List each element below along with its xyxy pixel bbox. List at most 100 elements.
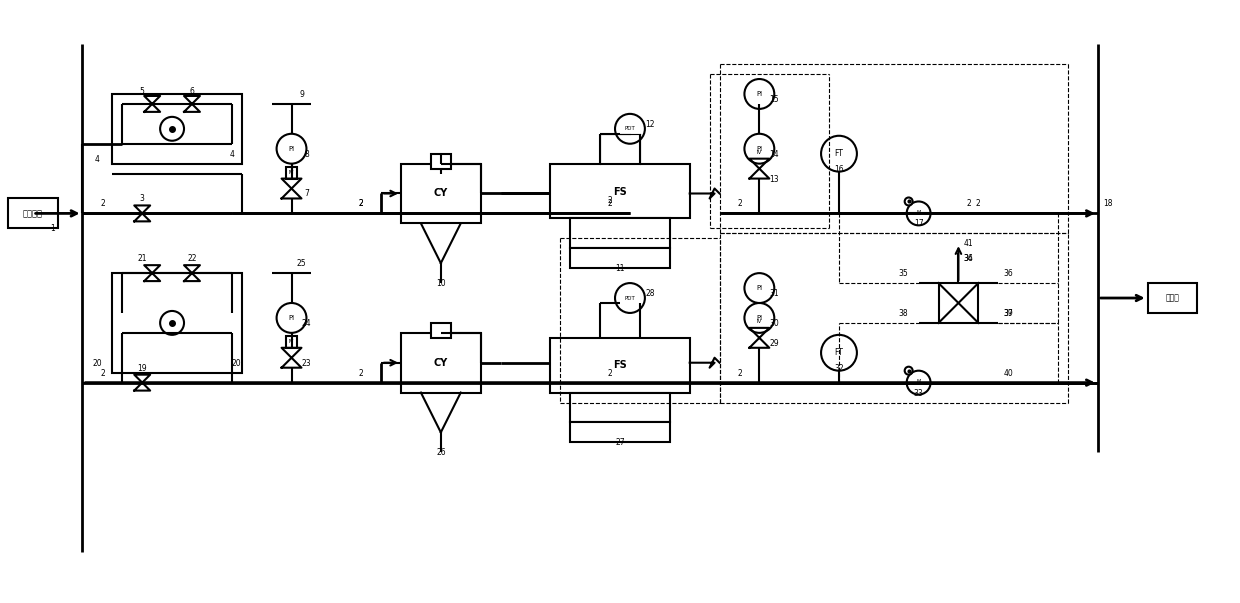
Text: 25: 25	[296, 259, 306, 268]
Text: 4: 4	[95, 154, 100, 163]
Circle shape	[277, 303, 306, 333]
Text: IV: IV	[289, 170, 294, 175]
Text: IV: IV	[756, 150, 763, 155]
Text: CY: CY	[434, 189, 448, 198]
Bar	[285, 166, 298, 178]
Text: 7: 7	[304, 189, 309, 198]
Bar	[570, 423, 670, 443]
Circle shape	[615, 283, 645, 313]
Text: PI: PI	[289, 146, 295, 152]
Text: 2: 2	[100, 200, 104, 209]
Circle shape	[744, 79, 774, 109]
Text: 40: 40	[1003, 368, 1013, 377]
Text: 32: 32	[835, 364, 843, 373]
Bar	[285, 336, 298, 348]
Circle shape	[906, 201, 930, 226]
Circle shape	[615, 114, 645, 144]
Text: 2: 2	[358, 200, 363, 209]
Text: 5: 5	[140, 87, 145, 96]
Text: 20: 20	[93, 359, 102, 368]
Text: 20: 20	[232, 359, 242, 368]
Text: FT: FT	[835, 149, 843, 158]
Circle shape	[160, 117, 184, 140]
Text: 37: 37	[1003, 309, 1013, 318]
Text: 33: 33	[914, 388, 924, 397]
Text: 14: 14	[770, 150, 779, 159]
Text: 41: 41	[963, 239, 973, 248]
Text: 31: 31	[770, 289, 779, 298]
Text: 27: 27	[615, 438, 625, 447]
Text: 38: 38	[899, 309, 909, 318]
Bar	[7, 198, 57, 229]
Bar	[113, 273, 242, 373]
Text: 2: 2	[100, 368, 104, 377]
Circle shape	[277, 134, 306, 163]
Bar	[430, 323, 451, 338]
Text: PI: PI	[756, 91, 763, 97]
Text: PDT: PDT	[625, 295, 635, 300]
Text: 2: 2	[608, 197, 613, 206]
Bar	[401, 163, 481, 223]
Text: 28: 28	[645, 289, 655, 298]
Text: M: M	[916, 210, 921, 215]
Text: 21: 21	[138, 254, 148, 263]
Text: 9: 9	[299, 90, 304, 99]
Text: 12: 12	[645, 120, 655, 129]
Text: 2: 2	[608, 200, 613, 209]
Text: 36: 36	[963, 254, 973, 263]
Text: 15: 15	[770, 95, 779, 104]
Text: 16: 16	[835, 165, 843, 174]
Bar	[551, 163, 689, 218]
Bar	[754, 147, 765, 159]
Text: 17: 17	[914, 219, 924, 229]
Bar	[430, 154, 451, 169]
Text: 4: 4	[229, 150, 234, 159]
Text: IV: IV	[289, 339, 294, 344]
Text: 23: 23	[301, 359, 311, 368]
Text: PI: PI	[756, 146, 763, 152]
Bar	[113, 94, 242, 163]
Text: M: M	[916, 379, 921, 384]
Text: 6: 6	[190, 87, 195, 96]
Text: 2: 2	[976, 200, 981, 209]
Text: 上游来气: 上游来气	[22, 209, 42, 218]
Circle shape	[905, 197, 913, 206]
Text: 去下游: 去下游	[1166, 294, 1179, 303]
Text: 2: 2	[737, 368, 742, 377]
Text: 2: 2	[608, 368, 613, 377]
Text: 2: 2	[358, 200, 363, 209]
Bar	[401, 333, 481, 393]
Text: FT: FT	[835, 349, 843, 357]
Text: 8: 8	[304, 150, 309, 159]
Circle shape	[905, 367, 913, 374]
Text: 2: 2	[737, 200, 742, 209]
Bar	[754, 316, 765, 328]
Text: 39: 39	[1003, 309, 1013, 318]
Bar	[570, 218, 670, 248]
Text: IV: IV	[756, 320, 763, 324]
Circle shape	[744, 303, 774, 333]
Circle shape	[160, 311, 184, 335]
Bar	[551, 338, 689, 393]
Circle shape	[744, 134, 774, 163]
Text: 34: 34	[963, 254, 973, 263]
Bar	[1147, 283, 1198, 313]
Text: 13: 13	[770, 174, 779, 183]
Bar	[570, 248, 670, 268]
Text: 10: 10	[436, 279, 445, 288]
Circle shape	[821, 335, 857, 371]
Circle shape	[821, 136, 857, 172]
Text: 19: 19	[138, 364, 148, 373]
Text: 36: 36	[1003, 269, 1013, 278]
Text: 35: 35	[899, 269, 909, 278]
Circle shape	[906, 371, 930, 394]
Text: 30: 30	[769, 319, 779, 328]
Text: FS: FS	[613, 186, 627, 197]
Circle shape	[744, 273, 774, 303]
Text: 18: 18	[1104, 200, 1112, 209]
Text: PDT: PDT	[625, 126, 635, 131]
Text: 2: 2	[358, 368, 363, 377]
Text: 29: 29	[770, 339, 779, 348]
Bar	[939, 283, 978, 323]
Text: 2: 2	[966, 200, 971, 209]
